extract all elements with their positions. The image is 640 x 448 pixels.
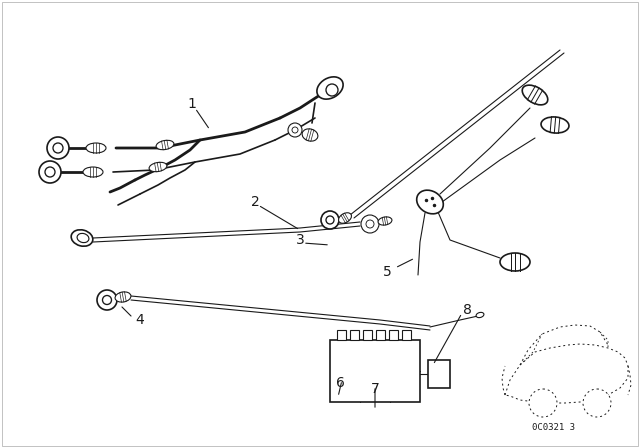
Bar (389, 330, 398, 340)
Text: 0C0321 3: 0C0321 3 (532, 423, 575, 432)
Text: 7: 7 (371, 382, 380, 396)
Text: 5: 5 (383, 265, 392, 279)
Circle shape (288, 123, 302, 137)
Bar (376, 330, 385, 340)
Ellipse shape (302, 129, 318, 141)
Circle shape (326, 216, 334, 224)
Ellipse shape (156, 140, 174, 150)
Circle shape (529, 389, 557, 417)
Ellipse shape (417, 190, 444, 214)
Text: 6: 6 (335, 376, 344, 390)
Text: 4: 4 (136, 313, 145, 327)
Ellipse shape (149, 162, 167, 172)
Ellipse shape (83, 167, 103, 177)
Circle shape (53, 143, 63, 153)
Ellipse shape (317, 77, 343, 99)
Circle shape (326, 84, 338, 96)
Ellipse shape (541, 117, 569, 133)
Circle shape (583, 389, 611, 417)
Ellipse shape (71, 230, 93, 246)
Bar (402, 330, 411, 340)
Ellipse shape (339, 213, 351, 223)
Text: 1: 1 (188, 97, 196, 111)
Bar (337, 330, 346, 340)
Circle shape (45, 167, 55, 177)
Circle shape (292, 127, 298, 133)
Circle shape (366, 220, 374, 228)
Text: 2: 2 (251, 195, 259, 209)
Bar (350, 330, 359, 340)
Ellipse shape (115, 292, 131, 302)
Ellipse shape (500, 253, 530, 271)
Circle shape (47, 137, 69, 159)
Text: 8: 8 (463, 303, 472, 317)
Ellipse shape (378, 217, 392, 225)
Circle shape (321, 211, 339, 229)
Ellipse shape (77, 233, 89, 243)
Bar (330, 340, 420, 402)
Bar (363, 330, 372, 340)
Bar (428, 360, 450, 388)
Ellipse shape (86, 143, 106, 153)
Ellipse shape (476, 312, 484, 318)
Text: 3: 3 (296, 233, 305, 247)
Circle shape (361, 215, 379, 233)
Ellipse shape (522, 85, 548, 105)
Circle shape (97, 290, 117, 310)
Circle shape (39, 161, 61, 183)
Circle shape (102, 296, 111, 305)
